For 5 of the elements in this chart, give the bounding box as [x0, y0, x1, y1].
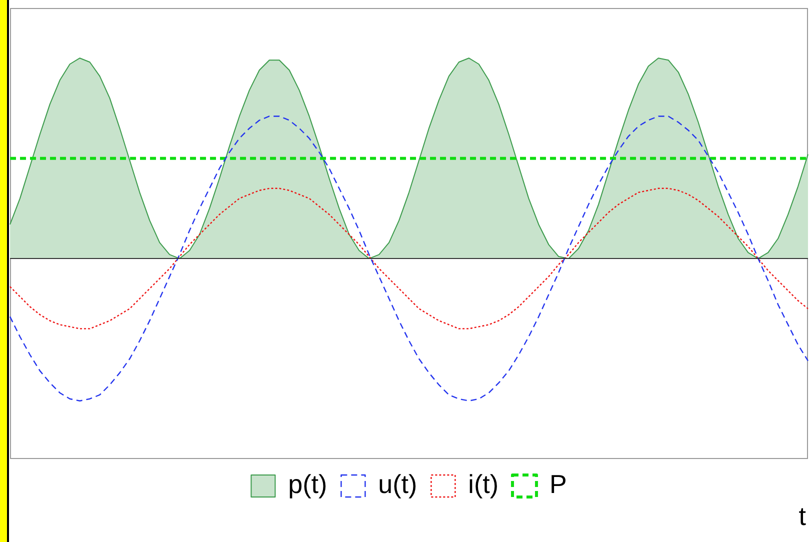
legend-label: u(t) — [378, 469, 418, 500]
x-axis-title: t — [798, 501, 807, 532]
legend-label: i(t) — [468, 469, 498, 500]
legend-label: p(t) — [288, 469, 328, 500]
legend-label: P — [549, 469, 567, 500]
